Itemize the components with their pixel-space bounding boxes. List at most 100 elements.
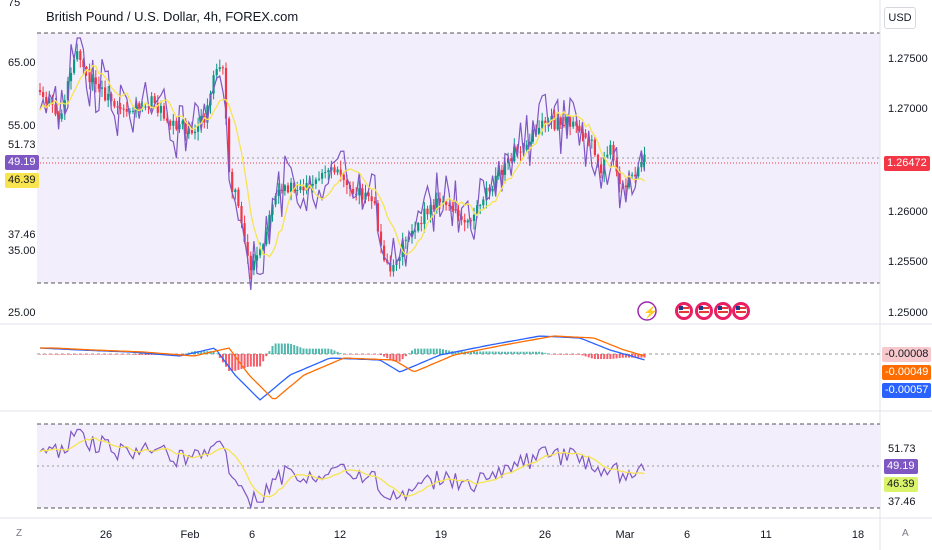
us-flag-icon: [732, 302, 750, 320]
candle-body: [565, 117, 569, 127]
rsi-pane-tick-51: 51.73: [888, 443, 916, 455]
auto-scale-button[interactable]: A: [902, 528, 909, 539]
macd-histogram-bar: [519, 351, 522, 354]
candle-body: [166, 118, 169, 121]
macd-histogram-bar: [128, 354, 131, 355]
macd-histogram-bar: [218, 354, 221, 358]
candle-body: [432, 205, 435, 210]
macd-histogram-bar: [550, 354, 553, 355]
candle-body: [596, 154, 600, 165]
candle-body: [51, 98, 54, 105]
macd-histogram-bar: [240, 354, 243, 369]
candle-body: [215, 69, 218, 76]
candle-body: [178, 124, 181, 130]
candle-body: [376, 203, 379, 232]
macd-histogram-bar: [488, 351, 491, 354]
macd-histogram-bar: [57, 354, 60, 355]
candle-body: [228, 118, 231, 172]
candle-body: [91, 77, 94, 83]
candle-body: [116, 106, 119, 108]
macd-histogram-bar: [392, 354, 395, 362]
candle-body: [79, 51, 82, 60]
macd-histogram-bar: [510, 351, 513, 354]
candle-body: [327, 170, 330, 173]
macd-histogram-bar: [184, 353, 187, 354]
candle-body: [296, 190, 299, 192]
macd-histogram-bar: [342, 354, 345, 355]
candle-body: [60, 113, 63, 120]
candle-body: [317, 178, 321, 180]
candle-body: [482, 199, 485, 206]
time-label: 18: [851, 529, 865, 541]
candle-body: [525, 144, 528, 150]
candle-body: [175, 120, 178, 130]
macd-histogram-bar: [482, 351, 485, 354]
macd-histogram-bar: [147, 354, 150, 356]
candle-body: [531, 129, 534, 142]
candle-body: [367, 192, 370, 197]
candle-body: [435, 198, 438, 210]
macd-histogram-bar: [572, 354, 575, 355]
macd-histogram-bar: [423, 348, 426, 354]
macd-histogram-bar: [330, 349, 333, 354]
candle-body: [234, 189, 237, 192]
macd-histogram-bar: [587, 354, 590, 358]
candle-body: [553, 116, 556, 130]
candle-body: [438, 198, 441, 203]
macd-histogram-bar: [339, 353, 342, 354]
candle-body: [45, 96, 48, 104]
candle-body: [528, 141, 531, 145]
candle-body: [224, 68, 228, 119]
candle-body: [410, 230, 414, 237]
macd-histogram-bar: [504, 351, 506, 354]
candle-body: [606, 154, 609, 157]
timezone-button[interactable]: Z: [16, 528, 23, 539]
macd-histogram-bar: [432, 348, 435, 354]
candle-body: [172, 120, 175, 126]
macd-histogram-bar: [314, 348, 317, 354]
candle-body: [624, 185, 627, 188]
candle-body: [82, 59, 85, 68]
candle-body: [389, 262, 392, 272]
candle-body: [364, 192, 367, 200]
macd-histogram-bar: [547, 353, 550, 354]
macd-histogram-bar: [311, 348, 314, 354]
candle-body: [342, 174, 345, 181]
currency-button[interactable]: USD: [884, 7, 916, 29]
candle-body: [472, 214, 476, 221]
candle-body: [379, 231, 383, 246]
candle-body: [122, 108, 125, 110]
svg-text:⚡: ⚡: [643, 305, 658, 319]
candle-body: [42, 92, 45, 97]
macd-histogram-bar: [293, 345, 296, 354]
events-row: ⚡: [637, 301, 750, 321]
macd-histogram-bar: [349, 354, 351, 355]
price-tick-6: 1.25000: [888, 307, 928, 319]
candle-body: [187, 128, 190, 134]
macd-histogram-bar: [417, 348, 420, 354]
candle-body: [414, 230, 417, 232]
candle-body: [190, 128, 193, 134]
time-label: 12: [333, 529, 347, 541]
macd-histogram-bar: [640, 354, 643, 358]
candle-body: [352, 188, 355, 194]
macd-histogram-bar: [569, 354, 572, 355]
macd-histogram-bar: [404, 354, 407, 357]
candle-body: [426, 208, 429, 215]
candle-body: [615, 160, 618, 172]
macd-histogram-bar: [513, 351, 516, 354]
candle-body: [246, 241, 249, 256]
candle-body: [255, 255, 259, 261]
candle-body: [200, 115, 203, 126]
macd-histogram-bar: [225, 354, 227, 367]
candle-body: [479, 205, 482, 207]
candle-body: [181, 120, 184, 125]
macd-histogram-bar: [246, 354, 249, 368]
macd-histogram-bar: [420, 348, 423, 354]
macd-histogram-bar: [231, 354, 234, 372]
candle-body: [463, 219, 466, 223]
candle-body: [138, 103, 141, 109]
macd-histogram-bar: [228, 354, 231, 372]
candle-body: [63, 100, 66, 114]
